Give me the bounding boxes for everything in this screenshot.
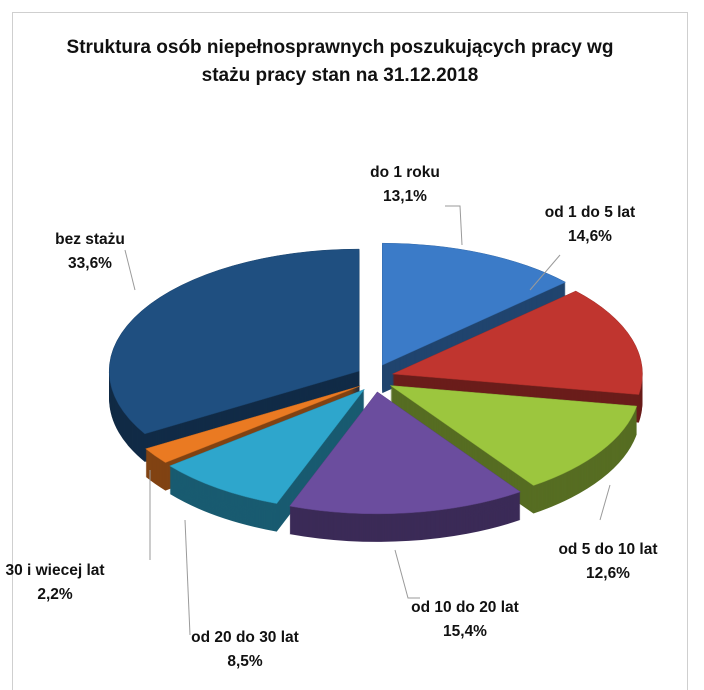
- slice: [391, 290, 643, 395]
- slice: [289, 391, 521, 515]
- chart-frame: [12, 12, 688, 690]
- category-label: do 1 roku: [370, 164, 440, 181]
- slice-label: od 10 do 20 lat 15,4%: [405, 596, 525, 644]
- slice-label: od 20 do 30 lat 8,5%: [185, 626, 305, 674]
- value-label: 2,2%: [37, 586, 73, 603]
- slice-label: bez stażu 33,6%: [35, 228, 145, 276]
- value-label: 8,5%: [227, 653, 263, 670]
- slice: [108, 248, 360, 435]
- slice: [169, 388, 366, 504]
- leader-line: [599, 484, 611, 521]
- category-label: od 5 do 10 lat: [558, 541, 658, 558]
- leader-line: [124, 249, 136, 291]
- category-label: od 10 do 20 lat: [411, 599, 519, 616]
- category-label: bez stażu: [55, 231, 125, 248]
- value-label: 12,6%: [586, 565, 630, 582]
- leader-line: [184, 519, 191, 636]
- category-label: od 1 do 5 lat: [544, 204, 636, 221]
- slice-label: 30 i wiecej lat 2,2%: [5, 559, 105, 607]
- leader-line: [394, 549, 420, 599]
- leader-line: [529, 254, 561, 291]
- slice-label: od 5 do 10 lat 12,6%: [553, 538, 663, 586]
- value-label: 14,6%: [568, 228, 612, 245]
- chart-title: Struktura osób niepełnosprawnych poszuku…: [66, 37, 614, 86]
- slice-label: od 1 do 5 lat 14,6%: [520, 201, 660, 249]
- category-label: od 20 do 30 lat: [191, 629, 299, 646]
- slice: [389, 385, 638, 486]
- value-label: 15,4%: [443, 623, 487, 640]
- leader-line: [445, 205, 463, 246]
- value-label: 13,1%: [383, 188, 427, 205]
- slice-label: do 1 roku 13,1%: [355, 161, 455, 209]
- slice: [145, 385, 361, 463]
- slice: [382, 242, 567, 366]
- value-label: 33,6%: [68, 255, 112, 272]
- category-label: 30 i wiecej lat: [5, 562, 105, 579]
